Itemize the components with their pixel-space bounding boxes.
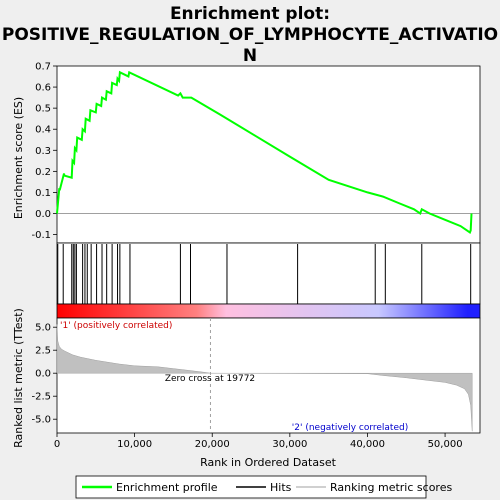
- ranking-metric-area: [56, 324, 473, 432]
- metric-y-tick-label: 2.5: [35, 346, 51, 357]
- zero-cross-label: Zero cross at 19772: [165, 374, 255, 384]
- rank-x-tick-label: 0: [54, 439, 60, 450]
- es-y-tick-label: 0.6: [35, 83, 51, 94]
- title-line-3: N: [243, 46, 257, 66]
- title-line-1: Enrichment plot:: [170, 4, 330, 24]
- es-y-tick-label: 0.4: [35, 125, 51, 136]
- enrichment-profile-line: [56, 70, 473, 235]
- es-y-tick-label: -0.1: [31, 230, 51, 241]
- es-panel: [56, 65, 481, 244]
- legend-label-metric: Ranking metric scores: [330, 481, 452, 494]
- rank-x-tick-label: 30,000: [272, 439, 307, 450]
- rank-x-tick-label: 50,000: [428, 439, 463, 450]
- metric-y-tick-label: 5.0: [35, 323, 51, 334]
- es-y-label: Enrichment score (ES): [12, 97, 25, 219]
- hits-panel: [56, 242, 481, 305]
- legend-label-hits: Hits: [270, 481, 292, 494]
- x-axis-label: Rank in Ordered Dataset: [200, 456, 337, 469]
- es-y-tick-label: 0.7: [35, 62, 51, 73]
- hit-markers: [57, 244, 472, 304]
- negative-correlation-label: '2' (negatively correlated): [292, 423, 408, 433]
- rank-x-ticks: 0 10,000 20,000 30,000 40,000 50,000: [54, 433, 463, 450]
- metric-y-tick-label: -5.0: [31, 415, 51, 426]
- es-y-tick-label: 0.3: [35, 146, 51, 157]
- rank-heat-bar: [56, 303, 481, 319]
- es-y-tick-label: 0.1: [35, 188, 51, 199]
- title-line-2: POSITIVE_REGULATION_OF_LYMPHOCYTE_ACTIVA…: [2, 25, 498, 45]
- positive-correlation-label: '1' (positively correlated): [60, 321, 172, 331]
- metric-y-tick-label: 0.0: [35, 369, 51, 380]
- es-y-ticks: -0.1 0.0 0.1 0.2 0.3 0.4 0.5 0.6 0.7: [31, 62, 57, 241]
- es-y-tick-label: 0.2: [35, 167, 51, 178]
- metric-y-tick-label: -2.5: [31, 392, 51, 403]
- es-y-tick-label: 0.0: [35, 209, 51, 220]
- legend-label-enrichment: Enrichment profile: [116, 481, 218, 494]
- rank-x-tick-label: 10,000: [117, 439, 152, 450]
- rank-x-tick-label: 20,000: [195, 439, 230, 450]
- rank-x-tick-label: 40,000: [350, 439, 385, 450]
- metric-y-ticks: -5.0 -2.5 0.0 2.5 5.0: [31, 323, 57, 426]
- es-y-tick-label: 0.5: [35, 104, 51, 115]
- metric-y-label: Ranked list metric (TTest): [12, 308, 25, 448]
